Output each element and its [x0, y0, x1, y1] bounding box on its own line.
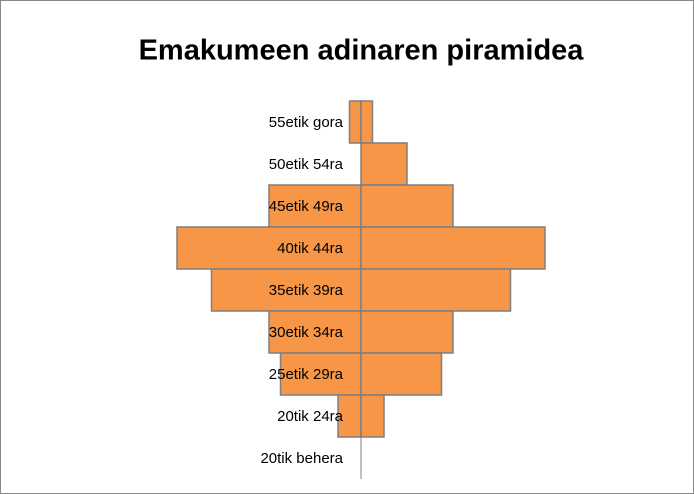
- bar-right: [360, 142, 408, 186]
- category-label: 35etik 39ra: [269, 282, 344, 299]
- category-label: 30etik 34ra: [269, 324, 344, 341]
- bar-right: [360, 310, 454, 354]
- bar-right: [360, 352, 443, 396]
- category-label: 50etik 54ra: [269, 156, 344, 173]
- category-label: 45etik 49ra: [269, 198, 344, 215]
- bar-left: [279, 352, 362, 396]
- bar-right: [360, 226, 546, 270]
- category-label: 20tik 24ra: [277, 408, 344, 425]
- bar-left: [348, 100, 362, 144]
- bar-right: [360, 100, 374, 144]
- bar-right: [360, 394, 385, 438]
- chart-title: Emakumeen adinaren piramidea: [139, 35, 585, 67]
- bar-right: [360, 184, 454, 228]
- category-label: 40tik 44ra: [277, 240, 344, 257]
- category-label: 55etik gora: [269, 114, 344, 131]
- category-label: 20tik behera: [260, 450, 343, 467]
- bar-left: [268, 184, 362, 228]
- bar-right: [360, 268, 512, 312]
- category-label: 25etik 29ra: [269, 366, 344, 383]
